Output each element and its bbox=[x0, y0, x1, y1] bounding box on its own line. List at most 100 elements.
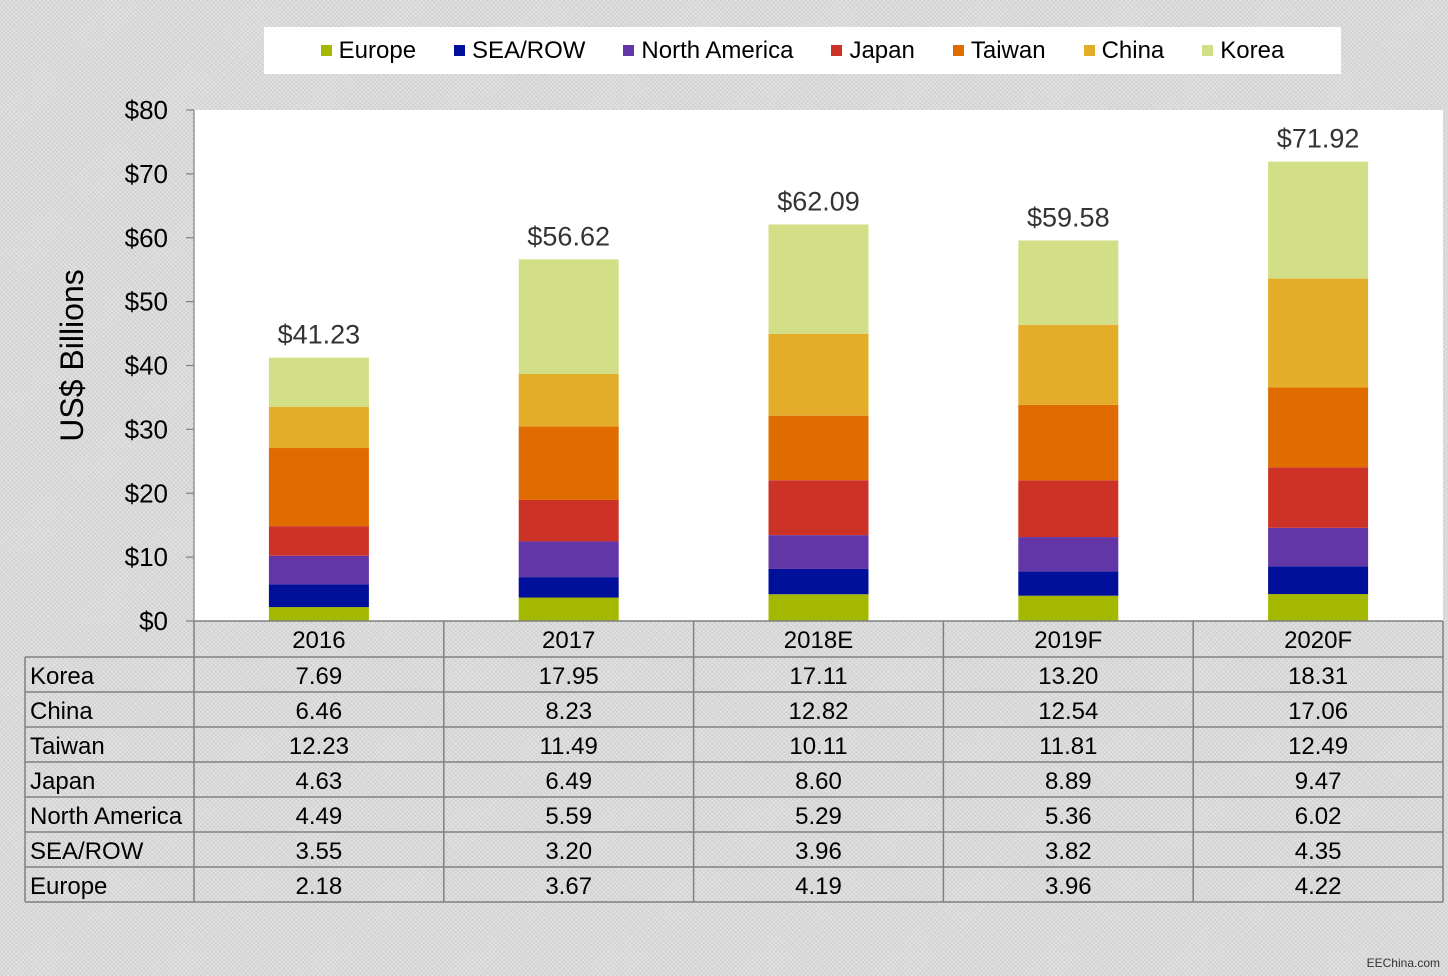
table-cell-value: 4.35 bbox=[1295, 838, 1342, 865]
table-cell-value: 12.82 bbox=[788, 698, 848, 725]
x-category-label: 2019F bbox=[1034, 627, 1102, 654]
table-cell-value: 7.69 bbox=[296, 663, 343, 690]
table-cell-value: 8.60 bbox=[795, 768, 842, 795]
table-cell-value: 4.49 bbox=[296, 803, 343, 830]
bar-segment-sea-row bbox=[1268, 566, 1369, 595]
bar-segment-japan bbox=[1268, 467, 1369, 528]
table-cell-value: 3.96 bbox=[795, 838, 842, 865]
table-cell-value: 12.49 bbox=[1288, 733, 1348, 760]
table-row-header: Europe bbox=[30, 873, 107, 900]
y-tick-label: $20 bbox=[125, 478, 168, 508]
bar-segment-china bbox=[768, 333, 869, 416]
bar-segment-europe bbox=[268, 607, 369, 621]
table-cell-value: 8.89 bbox=[1045, 768, 1092, 795]
table-row-header: Korea bbox=[30, 663, 95, 690]
chart-legend: Europe SEA/ROW North America Japan Taiwan Chi… bbox=[264, 27, 1341, 74]
table-cell-value: 2.18 bbox=[296, 873, 343, 900]
legend-label: China bbox=[1101, 36, 1165, 64]
table-cell-value: 12.54 bbox=[1038, 698, 1098, 725]
legend-label: Korea bbox=[1220, 36, 1285, 64]
bar-segment-europe bbox=[768, 594, 869, 621]
legend-swatch bbox=[1202, 45, 1214, 56]
bar-segment-japan bbox=[268, 526, 369, 556]
bar-segment-korea bbox=[518, 259, 619, 374]
table-cell-value: 5.59 bbox=[545, 803, 592, 830]
table-cell-value: 18.31 bbox=[1288, 663, 1348, 690]
table-cell-value: 5.36 bbox=[1045, 803, 1092, 830]
table-cell-value: 3.96 bbox=[1045, 873, 1092, 900]
y-tick-label: $70 bbox=[125, 159, 168, 189]
table-cell-value: 3.20 bbox=[545, 838, 592, 865]
bar-segment-taiwan bbox=[518, 426, 619, 500]
legend-swatch bbox=[454, 45, 466, 56]
bar-segment-sea-row bbox=[268, 584, 369, 608]
bar-segment-europe bbox=[518, 597, 619, 621]
bar-total-label: $41.23 bbox=[278, 320, 361, 350]
bar-segment-china bbox=[1268, 278, 1369, 388]
legend-item-taiwan: Taiwan bbox=[952, 36, 1046, 65]
table-cell-value: 17.11 bbox=[789, 663, 847, 690]
y-tick-label: $30 bbox=[125, 414, 168, 444]
x-category-label: 2016 bbox=[292, 627, 345, 654]
bar-segment-sea-row bbox=[768, 568, 869, 595]
y-tick-label: $80 bbox=[125, 95, 168, 125]
bar-segment-korea bbox=[1018, 240, 1119, 325]
bar-segment-china bbox=[268, 406, 369, 449]
bar-segment-europe bbox=[1018, 595, 1119, 621]
table-row-header: Taiwan bbox=[30, 733, 105, 760]
table-cell-value: 3.55 bbox=[296, 838, 343, 865]
table-row-header: SEA/ROW bbox=[30, 838, 144, 865]
table-cell-value: 5.29 bbox=[795, 803, 842, 830]
table-cell-value: 6.49 bbox=[545, 768, 592, 795]
table-cell-value: 11.81 bbox=[1039, 733, 1097, 760]
bar-segment-north-america bbox=[768, 535, 869, 569]
table-cell-value: 9.47 bbox=[1295, 768, 1342, 795]
bar-segment-japan bbox=[1018, 480, 1119, 538]
y-axis-title: US$ Billions bbox=[54, 269, 90, 442]
x-category-label: 2018E bbox=[784, 627, 853, 654]
table-cell-value: 6.46 bbox=[296, 698, 343, 725]
table-cell-value: 17.06 bbox=[1288, 698, 1348, 725]
table-row-header: North America bbox=[30, 803, 183, 830]
table-row-header: Japan bbox=[30, 768, 95, 795]
legend-label: Taiwan bbox=[970, 36, 1046, 64]
legend-swatch bbox=[320, 45, 332, 56]
table-cell-value: 11.49 bbox=[540, 733, 598, 760]
table-row-header: China bbox=[30, 698, 93, 725]
bar-segment-taiwan bbox=[1268, 387, 1369, 468]
bar-total-label: $56.62 bbox=[527, 221, 610, 251]
legend-item-sea-row: SEA/ROW bbox=[454, 37, 585, 65]
legend-swatch bbox=[623, 45, 635, 56]
bar-segment-europe bbox=[1268, 594, 1369, 621]
bar-segment-sea-row bbox=[1018, 571, 1119, 596]
table-cell-value: 6.02 bbox=[1295, 803, 1342, 830]
bar-segment-taiwan bbox=[768, 415, 869, 481]
legend-label: Europe bbox=[338, 36, 417, 64]
x-category-label: 2017 bbox=[542, 627, 595, 654]
y-tick-label: $50 bbox=[125, 287, 168, 317]
bar-segment-japan bbox=[768, 480, 869, 536]
y-tick-label: $0 bbox=[139, 606, 168, 636]
table-cell-value: 8.23 bbox=[545, 698, 592, 725]
bar-segment-north-america bbox=[268, 555, 369, 585]
bar-segment-korea bbox=[268, 357, 369, 407]
bar-segment-china bbox=[1018, 324, 1119, 405]
table-cell-value: 10.11 bbox=[789, 733, 847, 760]
legend-item-japan: Japan bbox=[831, 36, 915, 65]
bar-segment-taiwan bbox=[1018, 404, 1119, 481]
bar-segment-japan bbox=[518, 499, 619, 542]
table-cell-value: 4.22 bbox=[1295, 873, 1342, 900]
bar-segment-north-america bbox=[1268, 527, 1369, 567]
table-cell-value: 4.19 bbox=[795, 873, 842, 900]
legend-label: SEA/ROW bbox=[472, 36, 586, 64]
legend-label: Japan bbox=[849, 36, 915, 64]
table-cell-value: 17.95 bbox=[539, 663, 599, 690]
bar-total-label: $71.92 bbox=[1277, 124, 1360, 154]
legend-label: North America bbox=[641, 36, 794, 64]
table-cell-value: 4.63 bbox=[296, 768, 343, 795]
x-category-label: 2020F bbox=[1284, 627, 1352, 654]
bar-segment-north-america bbox=[518, 541, 619, 578]
bar-segment-korea bbox=[1268, 161, 1369, 279]
legend-swatch bbox=[831, 45, 843, 56]
table-cell-value: 13.20 bbox=[1038, 663, 1098, 690]
